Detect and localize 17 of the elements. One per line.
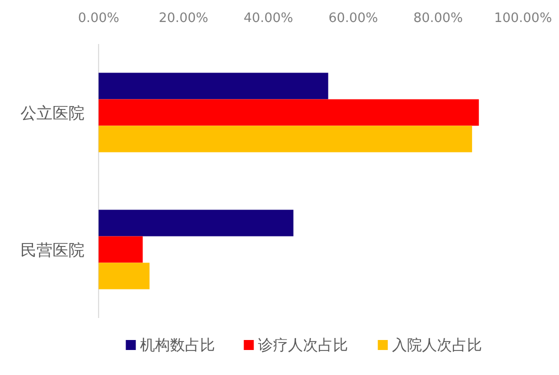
y-tick-label: 公立医院 bbox=[20, 104, 85, 122]
x-tick-label: 40.00% bbox=[244, 11, 294, 26]
bar bbox=[98, 99, 479, 126]
legend-label: 机构数占比 bbox=[140, 336, 215, 354]
x-tick-label: 0.00% bbox=[78, 11, 120, 26]
legend-label: 入院人次占比 bbox=[392, 336, 482, 354]
x-tick-label: 100.00% bbox=[494, 11, 552, 26]
bar bbox=[98, 72, 328, 100]
bar bbox=[98, 126, 472, 152]
legend-label: 诊疗人次占比 bbox=[258, 336, 348, 354]
y-tick-label: 民营医院 bbox=[20, 240, 85, 260]
bar bbox=[98, 262, 150, 290]
bar bbox=[98, 210, 294, 236]
bar bbox=[98, 236, 143, 263]
x-tick-label: 60.00% bbox=[328, 11, 378, 26]
x-tick-label: 20.00% bbox=[158, 11, 208, 26]
x-tick-label: 80.00% bbox=[413, 11, 463, 26]
